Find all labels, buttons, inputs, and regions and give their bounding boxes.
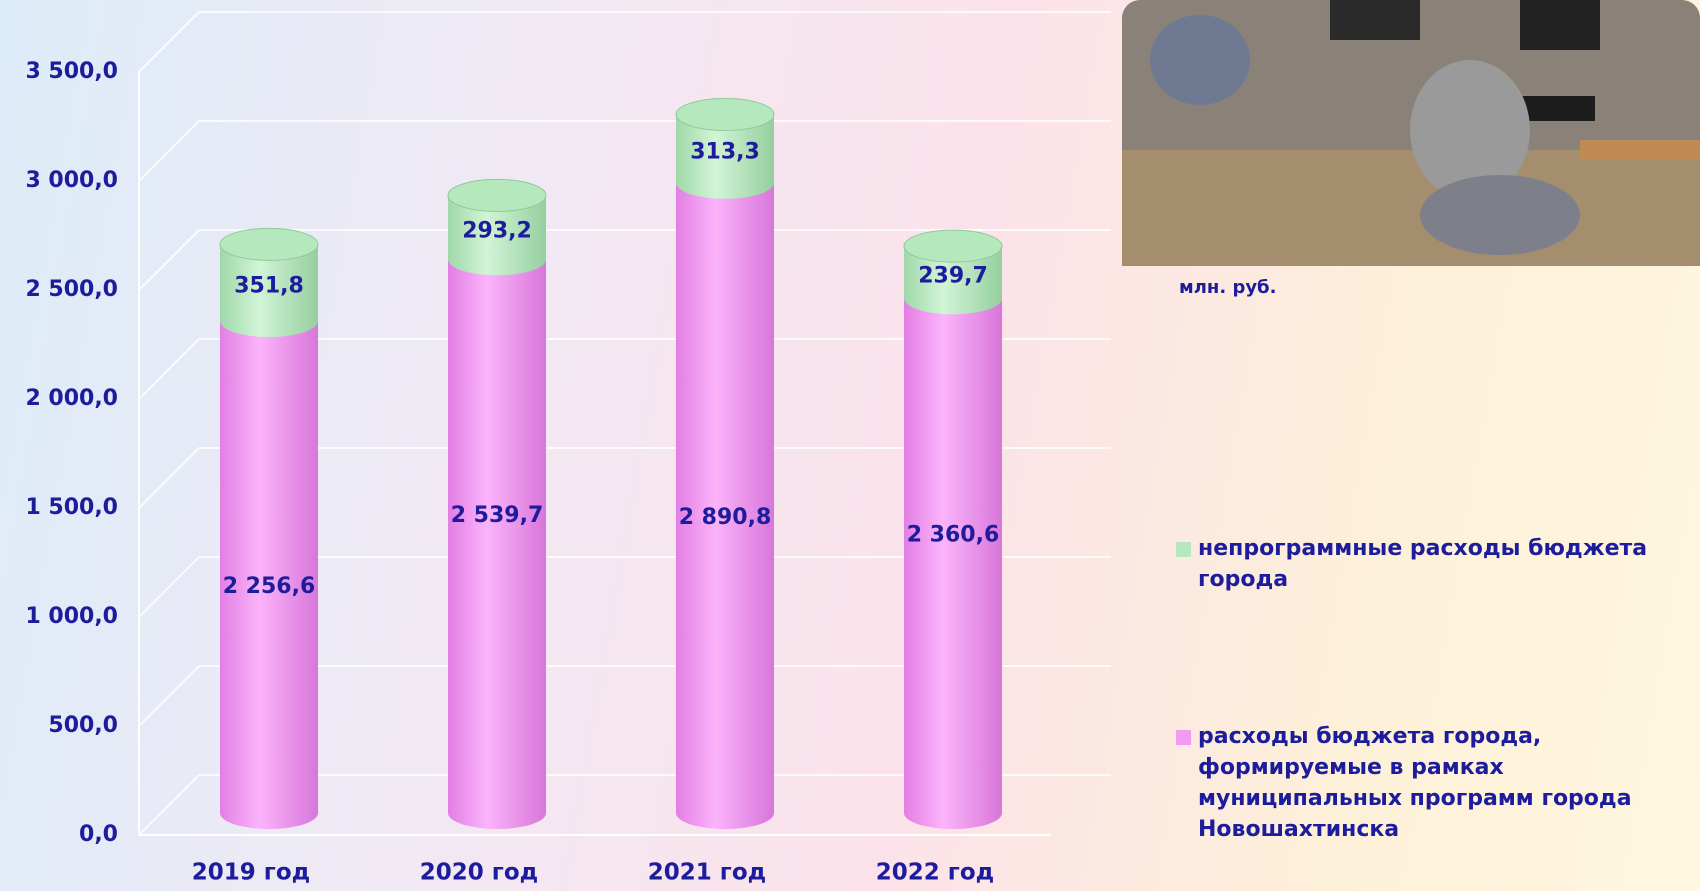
grid-diagonal (138, 447, 200, 509)
legend-swatch (1176, 730, 1191, 745)
value-label: 313,3 (690, 140, 760, 165)
x-tick-label: 2021 год (648, 860, 766, 886)
y-tick-label: 0,0 (79, 822, 118, 847)
bar-top (903, 229, 1003, 263)
y-tick-label: 1 000,0 (25, 604, 118, 629)
bar (676, 182, 774, 813)
legend-label: расходы бюджета города, формируемые в ра… (1198, 724, 1632, 842)
legend-label: непрограммные расходы бюджета города (1198, 536, 1648, 592)
y-tick-label: 3 500,0 (25, 59, 118, 84)
y-tick-label: 1 500,0 (25, 495, 118, 520)
unit-label: млн. руб. (1179, 277, 1276, 298)
value-label: 351,8 (234, 274, 304, 299)
value-label: 2 360,6 (907, 523, 1000, 548)
y-tick-label: 3 000,0 (25, 168, 118, 193)
bar (448, 259, 546, 813)
legend-swatch (1176, 542, 1191, 557)
value-label: 239,7 (918, 263, 988, 288)
grid-diagonal (138, 665, 200, 727)
x-tick-label: 2022 год (876, 860, 994, 886)
bar (904, 298, 1002, 814)
grid-diagonal (138, 120, 200, 182)
grid-diagonal (138, 11, 200, 73)
y-tick-label: 2 500,0 (25, 277, 118, 302)
y-tick-label: 500,0 (48, 713, 118, 738)
value-label: 2 890,8 (679, 505, 772, 530)
value-label: 2 539,7 (451, 503, 544, 528)
value-label: 293,2 (462, 218, 532, 243)
x-tick-label: 2020 год (420, 860, 538, 886)
bar-top (219, 227, 319, 261)
photo (1122, 0, 1700, 266)
bar (220, 321, 318, 813)
grid-diagonal (138, 556, 200, 618)
grid-diagonal (138, 229, 200, 291)
bar-top (675, 98, 775, 132)
y-tick-label: 2 000,0 (25, 386, 118, 411)
value-label: 2 256,6 (223, 574, 316, 599)
x-tick-label: 2019 год (192, 860, 310, 886)
bar-top (447, 178, 547, 212)
grid-diagonal (138, 338, 200, 400)
grid-diagonal (138, 774, 200, 836)
